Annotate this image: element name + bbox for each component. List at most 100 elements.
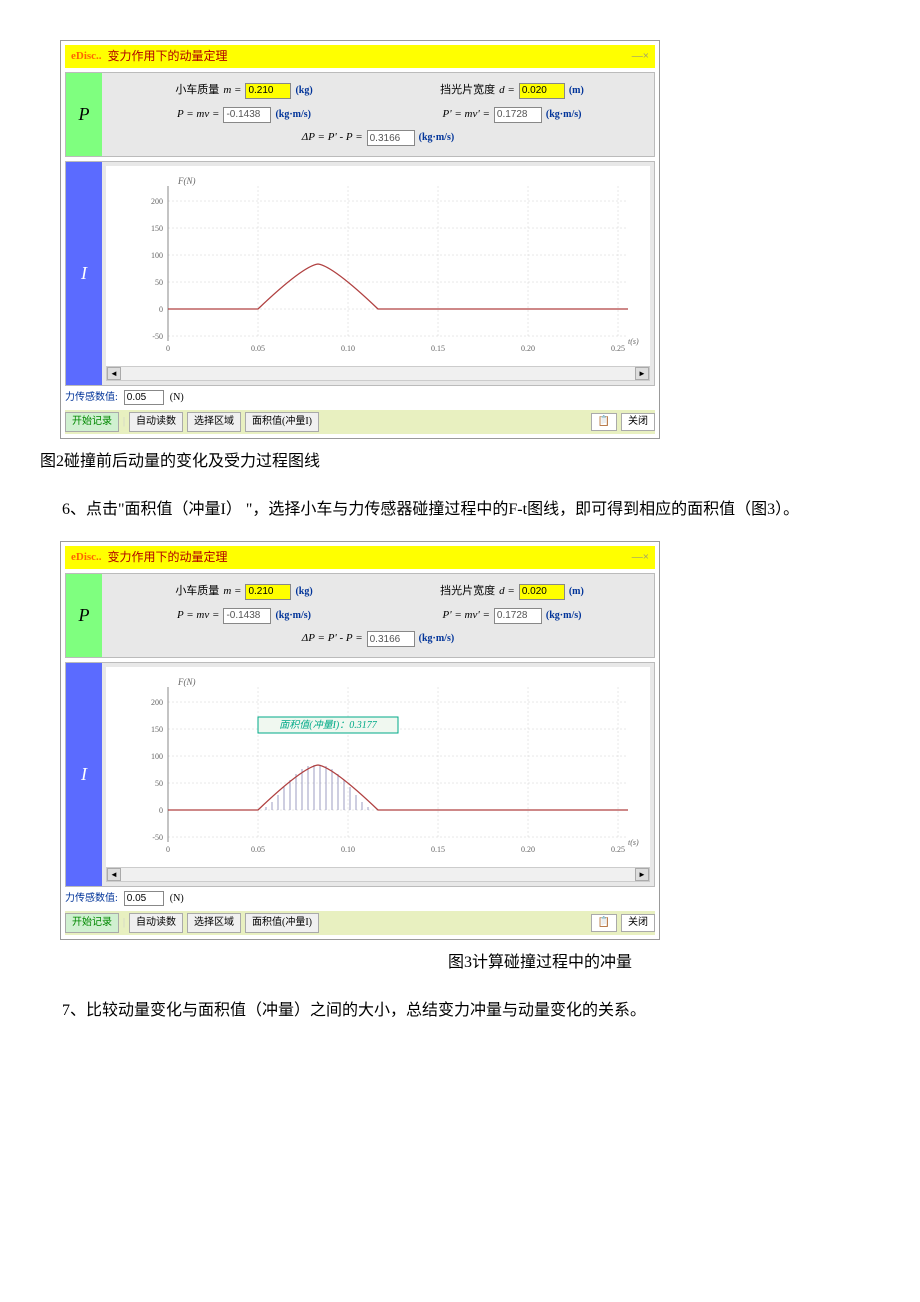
p-value: [223, 107, 271, 123]
ft-chart: -50 0 50 100 150 200 0 0.05 0.10 0.15 0.…: [106, 166, 650, 366]
mass-input[interactable]: [245, 584, 291, 600]
scroll-left-icon[interactable]: ◄: [107, 367, 121, 380]
area-impulse-button[interactable]: 面积值(冲量I): [245, 412, 319, 432]
sensor-unit: (N): [170, 891, 184, 907]
width-unit: (m): [569, 83, 584, 99]
auto-read-button[interactable]: 自动读数: [129, 412, 183, 432]
chart-scrollbar[interactable]: ◄ ►: [106, 366, 650, 381]
figure-2-screenshot: eDisc.. 变力作用下的动量定理 —× P 小车质量 m = (kg) 挡光…: [60, 40, 660, 439]
window-title: 变力作用下的动量定理: [108, 548, 228, 567]
p2-unit: (kg·m/s): [546, 107, 582, 123]
scroll-right-icon[interactable]: ►: [635, 367, 649, 380]
ytick: 200: [151, 197, 163, 206]
svg-text:-50: -50: [152, 833, 163, 842]
ft-curve: [168, 765, 628, 810]
i-panel-label: I: [66, 162, 102, 385]
mass-unit: (kg): [295, 584, 312, 600]
svg-text:0: 0: [159, 806, 163, 815]
svg-text:0.05: 0.05: [251, 845, 265, 854]
toolbar: 开始记录 | 自动读数 选择区域 面积值(冲量I) 📋 关闭: [65, 410, 655, 434]
scroll-right-icon[interactable]: ►: [635, 868, 649, 881]
ytick: 100: [151, 251, 163, 260]
width-unit: (m): [569, 584, 584, 600]
svg-text:200: 200: [151, 698, 163, 707]
sensor-label: 力传感数值:: [65, 390, 118, 406]
mass-sym: m =: [223, 583, 241, 601]
p2-value: [494, 608, 542, 624]
app-logo: eDisc..: [71, 549, 102, 567]
width-sym: d =: [499, 82, 515, 100]
sensor-readout: 力传感数值: (N): [65, 386, 655, 410]
close-button[interactable]: 关闭: [621, 413, 655, 431]
app-logo: eDisc..: [71, 48, 102, 66]
dp-sym: ΔP = P' - P =: [302, 129, 363, 147]
dp-value: [367, 130, 415, 146]
window-title: 变力作用下的动量定理: [108, 47, 228, 66]
ytick: 50: [155, 278, 163, 287]
auto-read-button[interactable]: 自动读数: [129, 913, 183, 933]
p2-unit: (kg·m/s): [546, 608, 582, 624]
p-sym: P = mv =: [177, 607, 219, 625]
mass-unit: (kg): [295, 83, 312, 99]
area-impulse-button[interactable]: 面积值(冲量I): [245, 913, 319, 933]
p-value: [223, 608, 271, 624]
copy-button[interactable]: 📋: [591, 914, 617, 932]
p-panel-label: P: [66, 73, 102, 156]
p-panel: P 小车质量 m = (kg) 挡光片宽度 d = (m) P = mv: [65, 72, 655, 157]
mass-label: 小车质量: [175, 583, 219, 601]
mass-label: 小车质量: [175, 82, 219, 100]
dp-unit: (kg·m/s): [419, 631, 455, 647]
ytick: 0: [159, 305, 163, 314]
xtick: 0.20: [521, 344, 535, 353]
figure-3-caption: 图3计算碰撞过程中的冲量: [30, 950, 890, 976]
mass-input[interactable]: [245, 83, 291, 99]
ytick: 150: [151, 224, 163, 233]
paragraph-6: 6、点击"面积值（冲量I） "，选择小车与力传感器碰撞过程中的F-t图线，即可得…: [30, 495, 890, 525]
ytick: -50: [152, 332, 163, 341]
xtick: 0: [166, 344, 170, 353]
copy-button[interactable]: 📋: [591, 413, 617, 431]
area-annotation-text: 面积值(冲量I)：0.3177: [279, 719, 377, 731]
start-record-button[interactable]: 开始记录: [65, 913, 119, 933]
width-input[interactable]: [519, 83, 565, 99]
svg-text:50: 50: [155, 779, 163, 788]
ft-chart: -50 0 50 100 150 200 0 0.05 0.10 0.15 0.…: [106, 667, 650, 867]
sensor-value: [124, 390, 164, 405]
p2-sym: P' = mv' =: [443, 607, 490, 625]
width-label: 挡光片宽度: [440, 583, 495, 601]
close-icon[interactable]: —×: [632, 549, 649, 567]
xtick: 0.05: [251, 344, 265, 353]
width-label: 挡光片宽度: [440, 82, 495, 100]
toolbar: 开始记录 | 自动读数 选择区域 面积值(冲量I) 📋 关闭: [65, 911, 655, 935]
scroll-left-icon[interactable]: ◄: [107, 868, 121, 881]
p-unit: (kg·m/s): [275, 608, 311, 624]
svg-text:100: 100: [151, 752, 163, 761]
sensor-unit: (N): [170, 390, 184, 406]
svg-text:0.15: 0.15: [431, 845, 445, 854]
chart-scrollbar[interactable]: ◄ ►: [106, 867, 650, 882]
svg-text:150: 150: [151, 725, 163, 734]
dp-value: [367, 631, 415, 647]
svg-text:0.25: 0.25: [611, 845, 625, 854]
xtick: 0.25: [611, 344, 625, 353]
svg-text:F(N): F(N): [177, 677, 196, 687]
paragraph-7: 7、比较动量变化与面积值（冲量）之间的大小，总结变力冲量与动量变化的关系。: [30, 996, 890, 1026]
p-panel-label: P: [66, 574, 102, 657]
ylabel: F(N): [177, 176, 196, 186]
sensor-label: 力传感数值:: [65, 891, 118, 907]
select-region-button[interactable]: 选择区域: [187, 412, 241, 432]
i-panel: I: [65, 161, 655, 386]
select-region-button[interactable]: 选择区域: [187, 913, 241, 933]
svg-text:0.10: 0.10: [341, 845, 355, 854]
start-record-button[interactable]: 开始记录: [65, 412, 119, 432]
svg-text:0.20: 0.20: [521, 845, 535, 854]
window-titlebar: eDisc.. 变力作用下的动量定理 —×: [65, 45, 655, 68]
close-button[interactable]: 关闭: [621, 914, 655, 932]
close-icon[interactable]: —×: [632, 48, 649, 66]
xlabel: t(s): [628, 337, 639, 346]
ft-curve: [168, 264, 628, 309]
svg-text:0: 0: [166, 845, 170, 854]
mass-sym: m =: [223, 82, 241, 100]
p2-value: [494, 107, 542, 123]
width-input[interactable]: [519, 584, 565, 600]
